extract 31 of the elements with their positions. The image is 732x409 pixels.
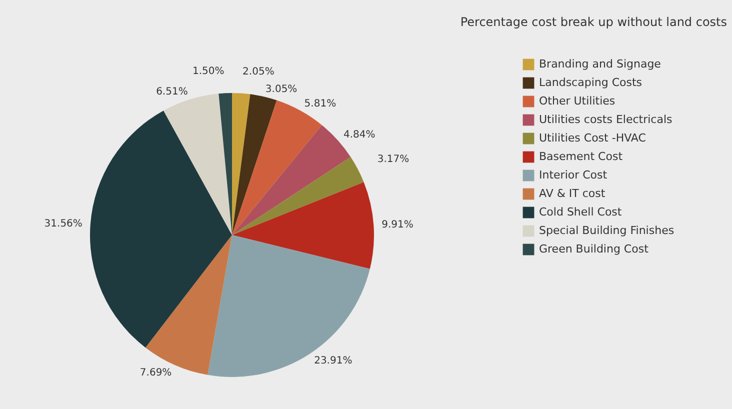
pie-slice [90, 110, 232, 348]
legend-label: Utilities Cost -HVAC [539, 132, 646, 144]
legend-label: Cold Shell Cost [539, 206, 622, 218]
pie-slice [164, 94, 232, 235]
data-label: 9.91% [382, 219, 414, 230]
legend-label: Special Building Finishes [539, 224, 674, 237]
legend-label: Branding and Signage [539, 58, 662, 70]
data-label: 23.91% [314, 356, 352, 367]
data-label: 31.56% [44, 218, 82, 230]
pie-slice [232, 93, 250, 235]
pie-slice [218, 93, 232, 235]
data-label: 6.51% [156, 86, 188, 98]
data-label: 7.69% [140, 367, 172, 378]
chart-title: Percentage cost break up without land costs [460, 15, 727, 29]
pie-slice [232, 94, 277, 235]
pie-slice [208, 235, 370, 377]
legend-label: Basement Cost [539, 150, 624, 163]
data-label: 2.05% [242, 66, 274, 78]
data-label: 4.84% [343, 130, 376, 141]
data-label: 1.50% [192, 66, 224, 78]
legend-label: Utilities costs Electricals [539, 113, 673, 126]
legend-label: Landscaping Costs [539, 76, 642, 89]
pie-slice [232, 157, 364, 235]
legend-label: Interior Cost [539, 168, 608, 182]
data-label: 5.81% [304, 98, 336, 110]
data-label: 3.05% [265, 84, 298, 95]
legend-label: Green Building Cost [539, 242, 650, 256]
legend-label: AV & IT cost [539, 187, 606, 200]
data-label: 3.17% [377, 154, 410, 166]
pie-slice [232, 182, 374, 269]
legend-label: Other Utilities [539, 94, 616, 108]
